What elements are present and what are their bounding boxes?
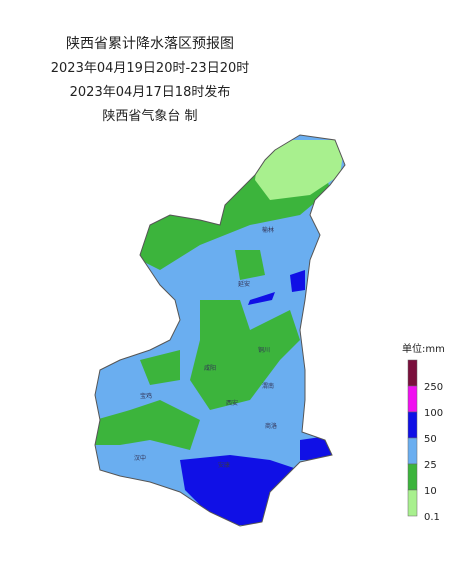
city-label: 榆林 <box>262 226 274 234</box>
city-label: 渭南 <box>262 382 274 390</box>
city-label: 咸阳 <box>204 364 216 372</box>
city-label: 汉中 <box>134 454 146 462</box>
legend-unit: 单位:mm <box>402 342 445 355</box>
legend-label: 10 <box>424 486 437 497</box>
period: 2023年04月19日20时-23日20时 <box>51 61 250 76</box>
legend-label: 250 <box>424 382 443 393</box>
legend-label: 0.1 <box>424 512 440 523</box>
city-label: 安康 <box>218 461 230 469</box>
issued: 2023年04月17日18时发布 <box>70 84 231 100</box>
legend-label: 25 <box>424 460 437 471</box>
legend-swatch <box>407 437 418 465</box>
legend: 单位:mm 250 100 50 25 10 0.1 <box>402 342 445 523</box>
map-title: 陕西省累计降水落区预报图 <box>66 36 234 52</box>
city-label: 铜川 <box>258 346 270 354</box>
legend-swatch <box>407 463 418 491</box>
rain-areas <box>95 135 345 526</box>
legend-label: 50 <box>424 434 437 445</box>
city-label: 宝鸡 <box>140 392 152 400</box>
legend-swatch <box>407 359 418 387</box>
city-label: 延安 <box>238 280 250 288</box>
legend-swatch <box>407 411 418 439</box>
legend-swatch <box>407 489 418 517</box>
city-label: 商洛 <box>265 422 277 430</box>
legend-label: 100 <box>424 408 443 419</box>
city-label: 西安 <box>226 399 238 407</box>
legend-swatch <box>407 385 418 413</box>
issuer: 陕西省气象台 制 <box>102 108 197 124</box>
